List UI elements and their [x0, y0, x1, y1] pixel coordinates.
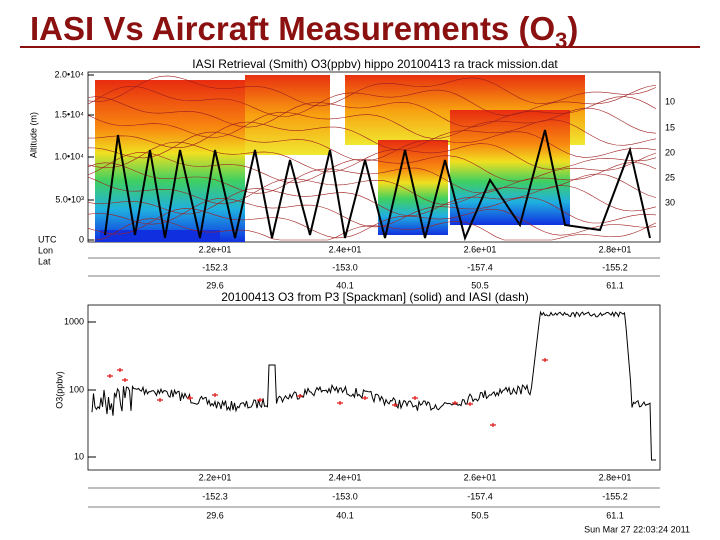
- utc-label: 2.2e+01: [199, 472, 232, 482]
- utc-label: 2.4e+01: [329, 472, 362, 482]
- contour: [87, 75, 657, 107]
- y-tick-label: 5.0•10³: [55, 194, 84, 204]
- iasi-points: [107, 358, 548, 427]
- right-tick-label: 15: [665, 122, 675, 132]
- utc-label: 2.6e+01: [464, 244, 497, 254]
- bottom-frame: [87, 304, 661, 471]
- y-tick-label: 2.0•10⁴: [54, 69, 84, 79]
- right-tick-label: 20: [665, 147, 675, 157]
- utc-label: 2.8e+01: [599, 244, 632, 254]
- lat-label: 50.5: [471, 280, 489, 290]
- y-label: Altitude (m): [28, 112, 38, 158]
- top-title: IASI Retrieval (Smith) O3(ppbv) hippo 20…: [192, 57, 558, 71]
- lat-label: 29.6: [206, 510, 224, 520]
- right-tick-label: 10: [665, 96, 675, 106]
- flight-track: [104, 129, 651, 242]
- lon-label: -157.4: [467, 262, 493, 272]
- utc-label: 2.8e+01: [599, 472, 632, 482]
- o3-line: [91, 310, 656, 461]
- lon-label: -155.2: [602, 262, 628, 272]
- row-label: Lon: [38, 245, 53, 255]
- slide-title: IASI Vs Aircraft Measurements (O3): [30, 10, 578, 53]
- utc-label: 2.6e+01: [464, 472, 497, 482]
- right-tick-label: 30: [665, 197, 675, 207]
- lat-label: 61.1: [606, 280, 624, 290]
- bottom-title: 20100413 O3 from P3 [Spackman] (solid) a…: [221, 290, 529, 304]
- contour: [87, 208, 657, 239]
- row-label: UTC: [38, 234, 57, 244]
- lat-label: 61.1: [606, 510, 624, 520]
- contour: [87, 96, 657, 128]
- contour: [87, 162, 657, 194]
- utc-label: 2.4e+01: [329, 244, 362, 254]
- lon-label: -153.0: [332, 491, 358, 501]
- lat-label: 50.5: [471, 510, 489, 520]
- contour: [87, 85, 657, 117]
- contour: [87, 173, 657, 205]
- y-tick-label: 10: [74, 451, 84, 461]
- lon-label: -153.0: [332, 262, 358, 272]
- contour: [87, 141, 657, 173]
- curtain: [87, 71, 661, 243]
- footer: Sun Mar 27 22:03:24 2011: [584, 524, 690, 534]
- lon-label: -152.3: [202, 491, 228, 501]
- lat-label: 29.6: [206, 280, 224, 290]
- y-tick-label: 1000: [64, 316, 84, 326]
- y-label: O3(ppbv): [54, 371, 64, 409]
- y-tick-label: 1.0•10⁴: [54, 151, 84, 161]
- contour: [87, 119, 657, 151]
- contour: [87, 107, 657, 139]
- right-tick-label: 25: [665, 172, 675, 182]
- contour: [88, 218, 657, 241]
- y-tick-label: 100: [69, 384, 84, 394]
- lat-label: 40.1: [336, 510, 354, 520]
- utc-label: 2.2e+01: [199, 244, 232, 254]
- lat-label: 40.1: [336, 280, 354, 290]
- row-label: Lat: [38, 256, 51, 266]
- lon-label: -152.3: [202, 262, 228, 272]
- contours: [87, 75, 657, 241]
- y-tick-label: 0: [79, 234, 84, 244]
- y-tick-label: 1.5•10⁴: [54, 109, 84, 119]
- lon-label: -155.2: [602, 491, 628, 501]
- lon-label: -157.4: [467, 491, 493, 501]
